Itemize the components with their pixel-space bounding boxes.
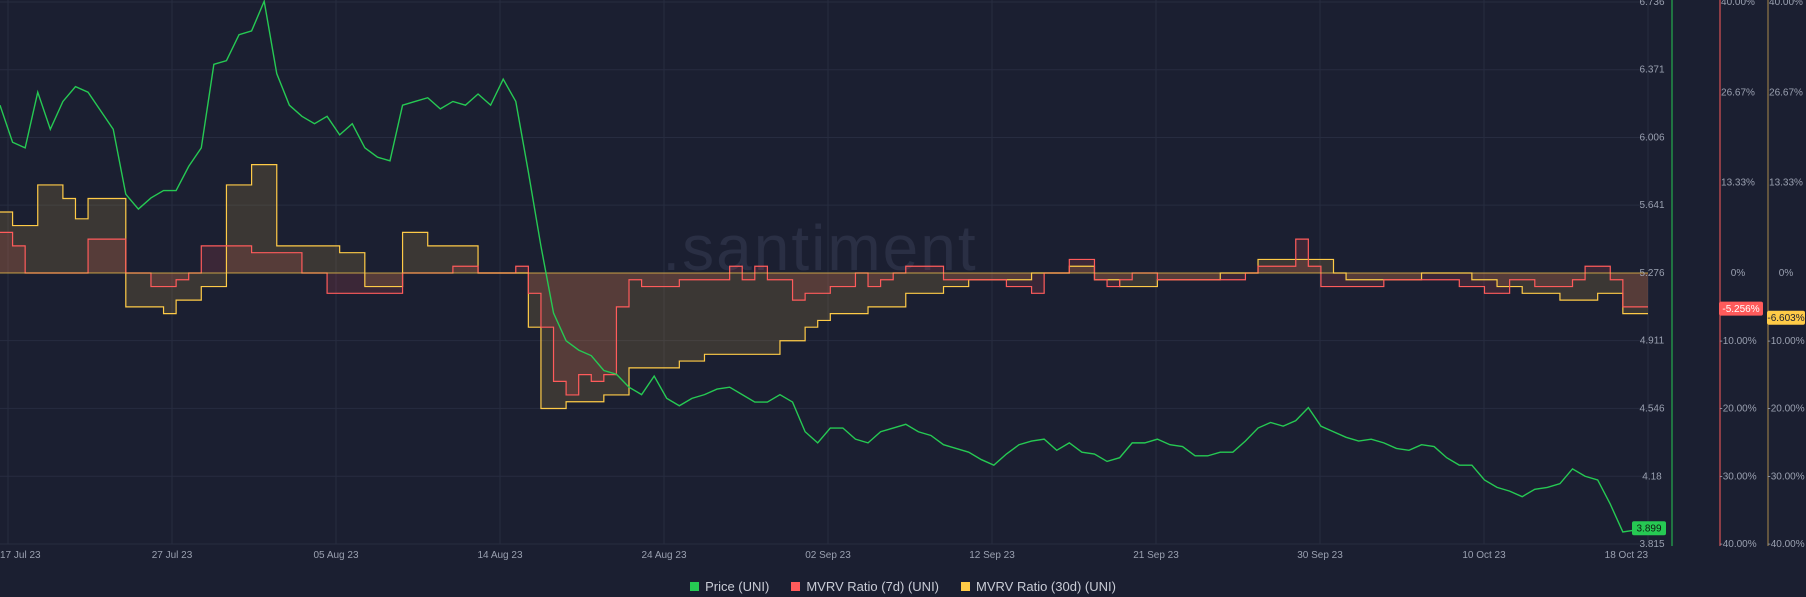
x-tick-label: 30 Sep 23 [1297,550,1343,561]
x-tick-label: 27 Jul 23 [152,550,193,561]
x-tick-label: 12 Sep 23 [969,550,1015,561]
mvrv7-tick-label: 40.00% [1721,0,1755,8]
mvrv7-tick-label: 26.67% [1721,87,1755,98]
legend-item-price[interactable]: Price (UNI) [690,579,769,594]
x-tick-label: 05 Aug 23 [313,550,358,561]
mvrv30-tick-label: -30.00% [1767,471,1804,482]
legend-item-mvrv7[interactable]: MVRV Ratio (7d) (UNI) [791,579,939,594]
x-tick-label: 14 Aug 23 [477,550,522,561]
price-tick-label: 6.371 [1639,65,1664,76]
legend-swatch-price [690,581,700,591]
mvrv7-tick-label: -40.00% [1719,539,1756,550]
area-layer [0,164,1648,409]
mvrv30-tick-label: -40.00% [1767,539,1804,550]
legend-swatch-mvrv7 [791,581,801,591]
mvrv7-tick-label: 13.33% [1721,178,1755,189]
mvrv7-tick-label: -10.00% [1719,336,1756,347]
chart-legend: Price (UNI) MVRV Ratio (7d) (UNI) MVRV R… [0,576,1806,596]
x-tick-label: 17 Jul 23 [0,550,41,561]
mvrv30-current-badge-bg [1767,310,1805,325]
mvrv7-tick-label: -30.00% [1719,471,1756,482]
mvrv7-tick-label: 0% [1731,268,1746,279]
price-tick-label: 4.911 [1640,336,1665,347]
series-price [0,0,1649,533]
price-tick-label: 4.546 [1639,403,1664,414]
legend-item-mvrv30[interactable]: MVRV Ratio (30d) (UNI) [961,579,1116,594]
x-tick-label: 10 Oct 23 [1462,550,1506,561]
price-tick-label: 5.641 [1639,200,1664,211]
price-tick-label: 5.276 [1639,268,1664,279]
x-tick-label: 18 Oct 23 [1605,550,1649,561]
mvrv7-current-badge: -5.256% [1722,304,1759,315]
mvrv30-tick-label: 0% [1779,268,1794,279]
price-tick-label: 6.006 [1639,132,1664,143]
x-tick-label: 02 Sep 23 [805,550,851,561]
series-mvrv7-line [0,231,1648,396]
x-tick-label: 24 Aug 23 [641,550,686,561]
series-mvrv30 [0,164,1648,409]
legend-swatch-mvrv30 [961,581,971,591]
axis-layer: 6.736 6.371 6.006 5.641 5.276 4.911 4.546 4.18 3… [0,0,1805,561]
legend-label-mvrv30: MVRV Ratio (30d) (UNI) [976,578,1116,594]
mvrv30-tick-label: 13.33% [1769,178,1803,189]
mvrv7-tick-label: -20.00% [1719,404,1756,415]
legend-label-price: Price (UNI) [705,578,770,594]
price-tick-label: 4.18 [1642,471,1662,482]
price-tick-label: 6.736 [1639,0,1664,8]
price-current-badge-bg [1632,521,1666,536]
mvrv30-tick-label: 40.00% [1769,0,1803,8]
mvrv30-tick-label: 26.67% [1769,87,1803,98]
mvrv30-tick-label: -10.00% [1767,336,1804,347]
series-mvrv30-line [0,164,1648,410]
line-layer [0,0,1649,533]
mvrv30-current-badge: -6.603% [1767,313,1804,324]
price-current-badge: 3.899 [1636,524,1661,535]
mvrv7-current-badge-bg [1719,301,1763,316]
legend-label-mvrv7: MVRV Ratio (7d) (UNI) [806,578,940,594]
price-tick-label: 3.815 [1639,539,1664,550]
watermark: .santiment [662,212,977,284]
mvrv30-tick-label: -20.00% [1767,404,1804,415]
x-tick-label: 21 Sep 23 [1133,550,1179,561]
